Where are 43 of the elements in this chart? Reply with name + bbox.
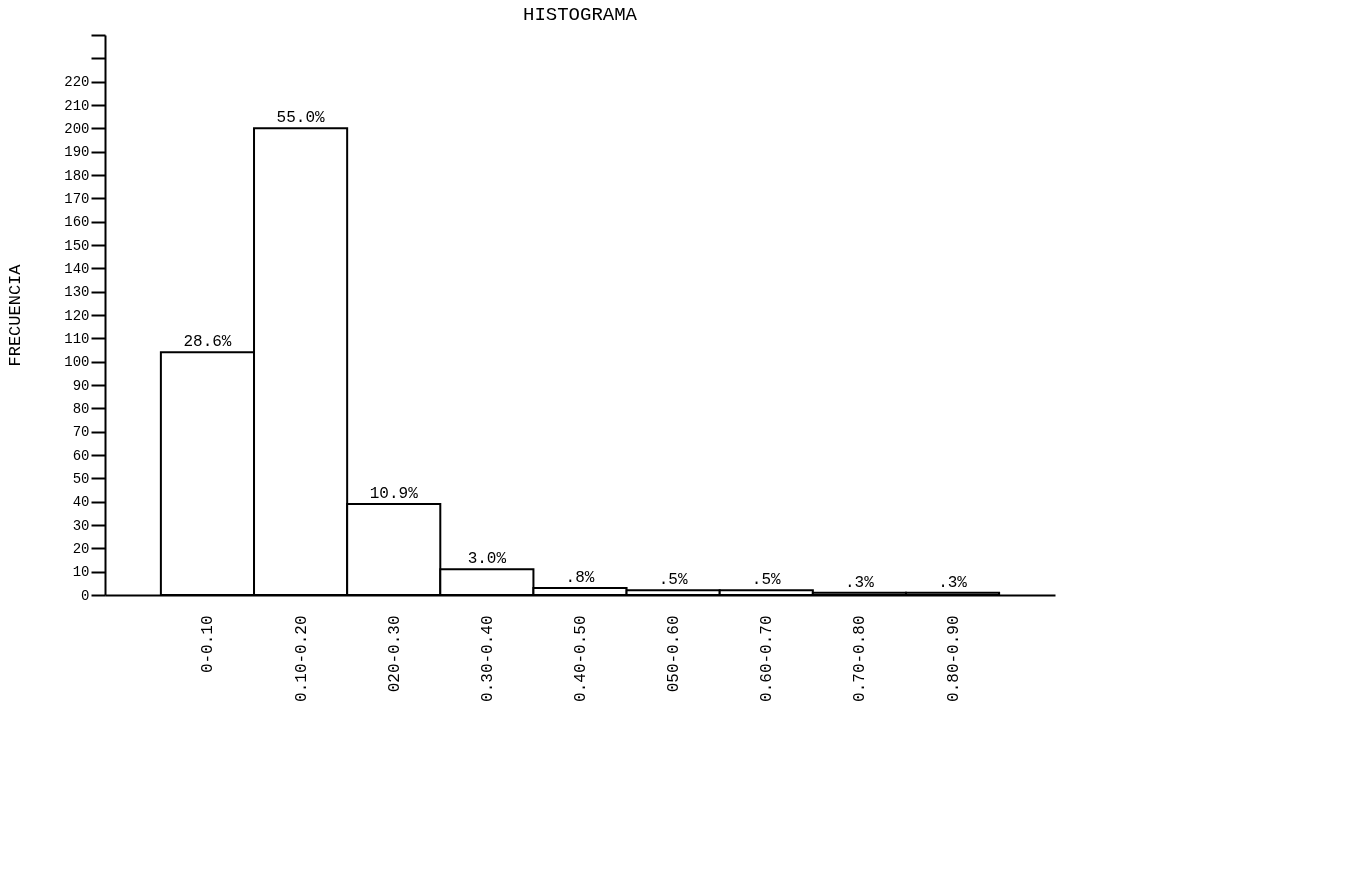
y-tick-label: 0 <box>81 587 90 604</box>
y-tick-label: 110 <box>64 330 90 347</box>
y-tick-label: 150 <box>64 237 90 254</box>
y-axis-title: FRECUENCIA <box>6 263 26 367</box>
y-tick-label: 60 <box>72 447 90 464</box>
y-tick-label: 50 <box>72 470 90 487</box>
x-tick-label: 0.60-0.70 <box>758 615 777 702</box>
y-tick-label: 90 <box>72 377 90 394</box>
y-tick-label: 190 <box>64 144 90 161</box>
y-tick-label: 10 <box>72 564 90 581</box>
annotation: 10.9% <box>369 485 419 503</box>
x-tick-label: 0.70-0.80 <box>851 615 870 702</box>
x-tick-label: 050-0.60 <box>665 615 684 693</box>
y-tick-label: 30 <box>72 517 90 534</box>
y-tick-label: 70 <box>72 424 90 441</box>
chart-title: HISTOGRAMA <box>522 4 638 26</box>
y-tick-label: 220 <box>64 74 90 91</box>
annotation: .5% <box>751 571 782 590</box>
annotation: 28.6% <box>183 333 232 352</box>
y-tick-label: 130 <box>64 284 90 301</box>
y-tick-label: 180 <box>64 167 90 184</box>
y-tick-label: 40 <box>72 494 90 511</box>
y-tick-label: 100 <box>64 354 90 371</box>
y-tick-label: 80 <box>72 400 90 417</box>
annotation: .8% <box>565 569 595 587</box>
x-tick-label: 0.10-0.20 <box>292 615 311 702</box>
y-tick-label: 120 <box>64 307 90 324</box>
annotation: .3% <box>845 573 875 592</box>
x-tick-label: 020-0.30 <box>385 615 404 693</box>
x-tick-label: 0.30-0.40 <box>478 615 497 702</box>
x-tick-label: 0.80-0.90 <box>944 615 963 702</box>
x-tick-label: 0-0.10 <box>199 615 218 674</box>
y-tick-label: 20 <box>72 540 90 557</box>
y-tick-label: 170 <box>64 190 90 207</box>
annotation: .3% <box>938 573 968 592</box>
x-tick-label: 0.40-0.50 <box>572 615 590 702</box>
annotation: .5% <box>658 571 688 590</box>
annotation: 3.0% <box>467 550 507 569</box>
y-tick-label: 160 <box>64 214 90 231</box>
y-tick-label: 210 <box>64 97 90 114</box>
y-tick-label: 140 <box>64 260 90 277</box>
y-tick-label: 200 <box>64 120 90 137</box>
annotation: 55.0% <box>276 109 325 128</box>
